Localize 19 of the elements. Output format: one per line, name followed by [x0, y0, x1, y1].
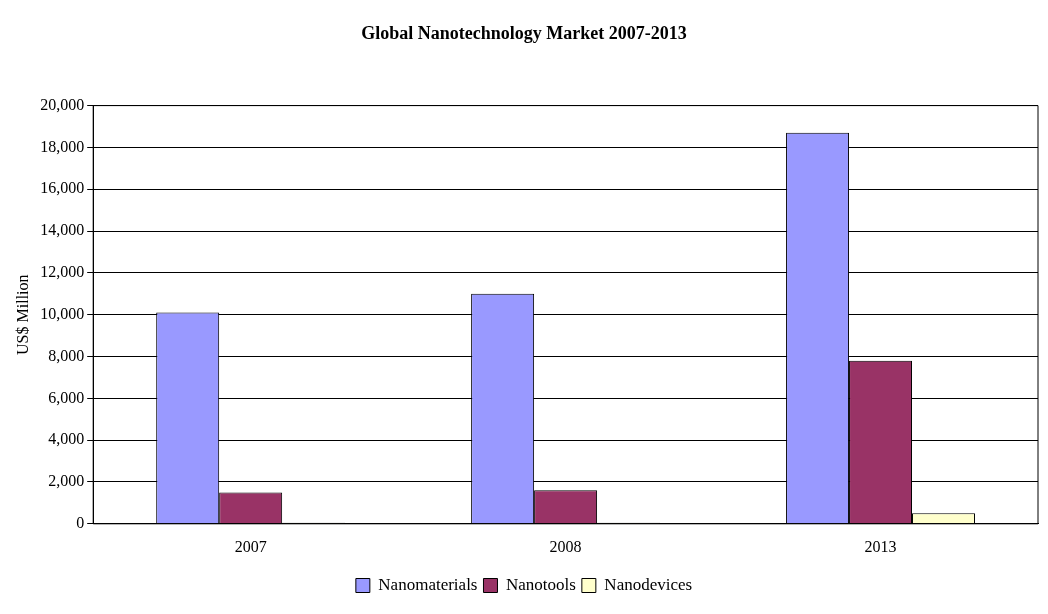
y-tick-label: 8,000 [48, 346, 85, 364]
y-tick-label: 6,000 [48, 388, 85, 406]
x-tick-label: 2007 [234, 537, 267, 555]
y-tick-label: 10,000 [40, 304, 85, 322]
y-tick-label: 14,000 [40, 221, 85, 239]
y-tick-label: 18,000 [40, 137, 85, 155]
x-tick-label: 2013 [864, 537, 897, 555]
y-tick-label: 12,000 [40, 263, 85, 281]
x-tick-label: 2008 [549, 537, 582, 555]
y-tick-label: 4,000 [48, 430, 85, 448]
chart-title: Global Nanotechnology Market 2007-2013 [361, 23, 687, 44]
y-tick-label: 2,000 [48, 472, 85, 490]
y-tick-label: 0 [76, 514, 85, 531]
legend-label: Nanodevices [604, 574, 693, 594]
y-axis-title: US$ Million [13, 274, 31, 355]
y-tick-label: 16,000 [40, 179, 85, 197]
legend-label: Nanotools [505, 574, 576, 594]
y-tick-label: 20,000 [40, 95, 85, 113]
legend-label: Nanomaterials [378, 574, 478, 594]
